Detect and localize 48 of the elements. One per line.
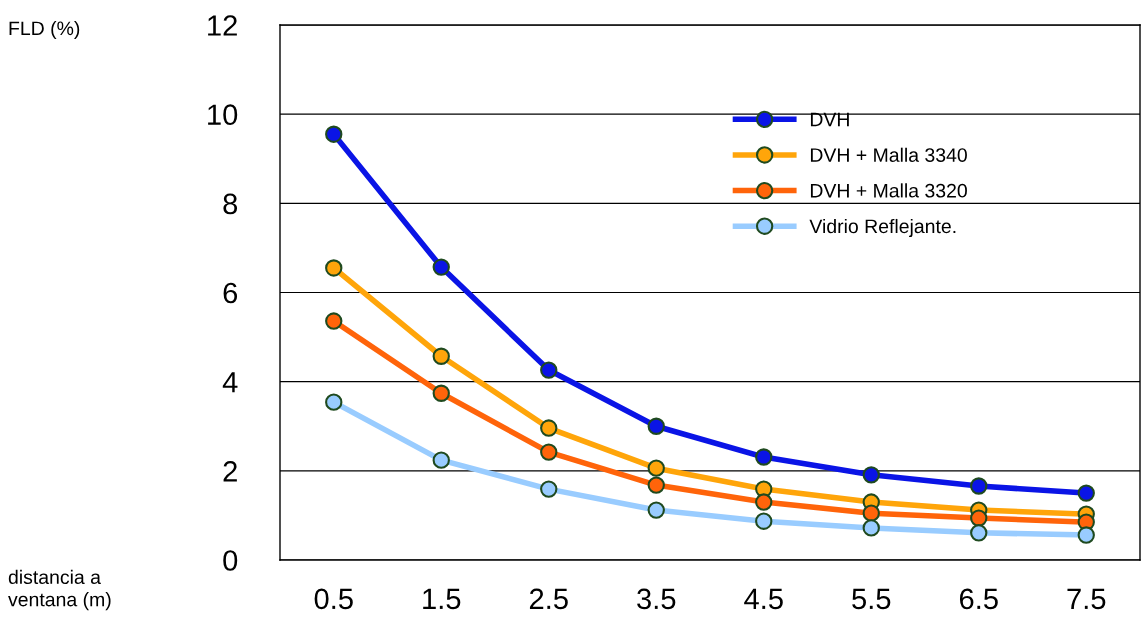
point (432, 384, 450, 402)
legend-label: DVH + Malla 3340 (810, 147, 967, 162)
text: distancia a ventana (m) (8, 569, 111, 611)
y-tick-label: 4 (222, 372, 238, 393)
x-tick-label: 4.5 (744, 588, 783, 610)
point (540, 480, 558, 498)
y-tick-label: 8 (223, 193, 238, 215)
x-tick-label: 0.5 (314, 588, 353, 610)
point (432, 258, 450, 276)
x-tick-label: 1.5 (423, 588, 461, 610)
point (647, 501, 665, 519)
point (1077, 484, 1095, 502)
point (970, 524, 988, 542)
x-tick-label: 2.5 (529, 588, 568, 610)
y-tick-label: 12 (208, 15, 237, 36)
point (755, 512, 773, 530)
point (325, 259, 343, 277)
point (970, 509, 988, 527)
point (432, 451, 450, 469)
x-tick-label: 5.5 (852, 588, 891, 610)
y-tick-label: 10 (208, 104, 238, 126)
point (540, 419, 558, 437)
point (540, 443, 558, 461)
point (647, 459, 665, 477)
legend-label: DVH + Malla 3320 (810, 183, 967, 198)
point (1077, 526, 1095, 544)
point (862, 519, 880, 537)
legend-label: Vidrio Reflejante. (809, 218, 956, 238)
point (970, 477, 988, 495)
point (325, 125, 343, 143)
point (862, 504, 880, 522)
y-tick-label: 6 (223, 282, 238, 304)
legend-label: DVH (810, 112, 849, 127)
y-tick-label: 0 (223, 550, 238, 571)
point (862, 466, 880, 484)
point (432, 347, 450, 365)
x-tick-label: 6.5 (959, 588, 998, 610)
text: FLD (%) (9, 20, 80, 40)
point (540, 361, 558, 379)
point (755, 448, 773, 466)
point (755, 493, 773, 511)
y-tick-label: 2 (223, 461, 237, 482)
point (647, 417, 665, 435)
x-tick-label: 7.5 (1067, 588, 1106, 610)
point (325, 393, 343, 411)
point (325, 312, 343, 330)
x-tick-label: 3.5 (637, 588, 676, 610)
point (647, 476, 665, 494)
